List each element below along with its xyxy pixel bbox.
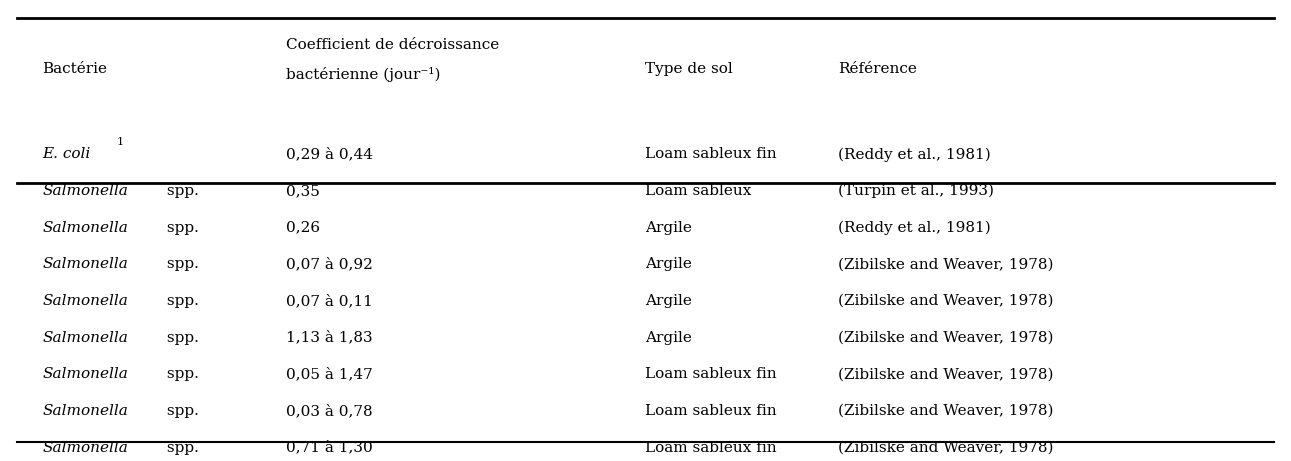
Text: 0,03 à 0,78: 0,03 à 0,78: [287, 404, 373, 418]
Text: Salmonella: Salmonella: [43, 257, 129, 271]
Text: 0,07 à 0,11: 0,07 à 0,11: [287, 294, 373, 308]
Text: (Zibilske and Weaver, 1978): (Zibilske and Weaver, 1978): [838, 441, 1053, 455]
Text: (Reddy et al., 1981): (Reddy et al., 1981): [838, 147, 990, 162]
Text: Loam sableux fin: Loam sableux fin: [646, 147, 777, 161]
Text: Salmonella: Salmonella: [43, 221, 129, 235]
Text: spp.: spp.: [161, 257, 199, 271]
Text: Loam sableux fin: Loam sableux fin: [646, 404, 777, 418]
Text: Argile: Argile: [646, 294, 692, 308]
Text: Loam sableux fin: Loam sableux fin: [646, 367, 777, 381]
Text: Argile: Argile: [646, 221, 692, 235]
Text: 0,26: 0,26: [287, 221, 320, 235]
Text: Salmonella: Salmonella: [43, 441, 129, 455]
Text: spp.: spp.: [161, 441, 199, 455]
Text: Salmonella: Salmonella: [43, 404, 129, 418]
Text: Argile: Argile: [646, 331, 692, 345]
Text: Référence: Référence: [838, 62, 917, 77]
Text: 1: 1: [117, 137, 124, 148]
Text: spp.: spp.: [161, 404, 199, 418]
Text: 0,29 à 0,44: 0,29 à 0,44: [287, 147, 373, 161]
Text: bactérienne (jour⁻¹): bactérienne (jour⁻¹): [287, 67, 440, 82]
Text: spp.: spp.: [161, 221, 199, 235]
Text: (Zibilske and Weaver, 1978): (Zibilske and Weaver, 1978): [838, 294, 1053, 308]
Text: (Zibilske and Weaver, 1978): (Zibilske and Weaver, 1978): [838, 404, 1053, 418]
Text: (Zibilske and Weaver, 1978): (Zibilske and Weaver, 1978): [838, 257, 1053, 271]
Text: Salmonella: Salmonella: [43, 294, 129, 308]
Text: (Zibilske and Weaver, 1978): (Zibilske and Weaver, 1978): [838, 367, 1053, 381]
Text: spp.: spp.: [161, 331, 199, 345]
Text: Type de sol: Type de sol: [646, 62, 733, 77]
Text: Loam sableux: Loam sableux: [646, 184, 751, 198]
Text: Bactérie: Bactérie: [43, 62, 107, 77]
Text: spp.: spp.: [161, 294, 199, 308]
Text: (Reddy et al., 1981): (Reddy et al., 1981): [838, 221, 990, 235]
Text: Salmonella: Salmonella: [43, 184, 129, 198]
Text: spp.: spp.: [161, 184, 199, 198]
Text: Coefficient de décroissance: Coefficient de décroissance: [287, 38, 500, 52]
Text: Salmonella: Salmonella: [43, 367, 129, 381]
Text: 1,13 à 1,83: 1,13 à 1,83: [287, 331, 373, 345]
Text: 0,07 à 0,92: 0,07 à 0,92: [287, 257, 373, 271]
Text: Salmonella: Salmonella: [43, 331, 129, 345]
Text: Loam sableux fin: Loam sableux fin: [646, 441, 777, 455]
Text: Argile: Argile: [646, 257, 692, 271]
Text: (Turpin et al., 1993): (Turpin et al., 1993): [838, 184, 994, 198]
Text: spp.: spp.: [161, 367, 199, 381]
Text: 0,35: 0,35: [287, 184, 320, 198]
Text: 0,05 à 1,47: 0,05 à 1,47: [287, 367, 373, 381]
Text: 0,71 à 1,30: 0,71 à 1,30: [287, 441, 373, 455]
Text: E. coli: E. coli: [43, 147, 90, 161]
Text: (Zibilske and Weaver, 1978): (Zibilske and Weaver, 1978): [838, 331, 1053, 345]
